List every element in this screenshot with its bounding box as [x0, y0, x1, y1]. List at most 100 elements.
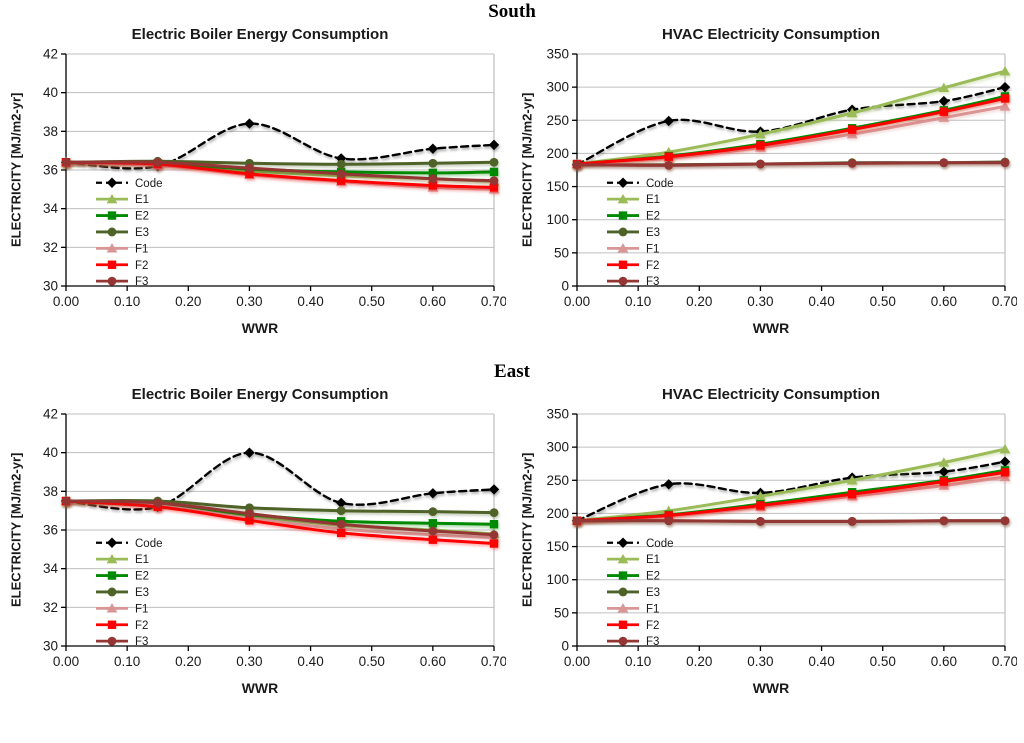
y-tick-label: 0 [561, 279, 569, 294]
chart-title: Electric Boiler Energy Consumption [131, 26, 389, 43]
legend-item-F3: F3 [96, 636, 148, 648]
x-tick-label: 0.00 [53, 294, 79, 309]
x-tick-label: 0.10 [114, 294, 140, 309]
chart-east-hvac: HVAC Electricity Consumption ELECTRICITY… [517, 384, 1018, 720]
y-tick-label: 200 [546, 506, 569, 521]
legend-item-E3: E3 [96, 227, 149, 239]
chart-title: HVAC Electricity Consumption [661, 26, 881, 43]
y-tick-label: 0 [561, 639, 569, 654]
legend: Code E1 E2 E3 F1 F2 F3 [96, 537, 163, 648]
x-tick-label: 0.60 [420, 294, 446, 309]
legend-label: F2 [646, 260, 659, 272]
y-axis-ticks: 30 32 34 36 38 40 42 [43, 47, 66, 294]
legend-label: E1 [135, 194, 149, 206]
plot-area: 0 50 100 150 200 250 300 350 0.00 0.10 0.20 0.30 0.4… [546, 47, 1017, 310]
x-tick-label: 0.10 [114, 654, 140, 669]
y-tick-label: 42 [43, 47, 58, 62]
x-axis-ticks: 0.00 0.10 0.20 0.30 0.40 0.50 0.60 0.70 [53, 286, 506, 309]
x-tick-label: 0.20 [175, 294, 201, 309]
y-tick-label: 34 [43, 201, 59, 216]
series-F3 [61, 496, 499, 540]
x-tick-label: 0.00 [53, 654, 79, 669]
section-title-east: East [494, 361, 530, 382]
chart-south-electric-boiler: Electric Boiler Energy Consumption ELECT… [6, 24, 507, 360]
y-tick-label: 32 [43, 600, 58, 615]
x-tick-label: 0.60 [420, 654, 446, 669]
x-tick-label: 0.20 [686, 294, 712, 309]
x-tick-label: 0.20 [686, 654, 712, 669]
legend: Code E1 E2 E3 F1 F2 F3 [607, 177, 674, 288]
y-tick-label: 30 [43, 279, 58, 294]
legend-item-E1: E1 [607, 193, 660, 206]
legend-item-F1: F1 [96, 243, 148, 255]
x-tick-label: 0.50 [359, 294, 385, 309]
legend-item-F1: F1 [96, 603, 148, 615]
legend-item-F3: F3 [607, 636, 659, 648]
y-tick-label: 150 [546, 179, 569, 194]
x-axis-title: WWR [241, 320, 279, 336]
y-tick-label: 350 [546, 47, 569, 62]
legend-item-E1: E1 [96, 553, 149, 566]
legend-item-Code: Code [96, 537, 163, 550]
chart-south-hvac: HVAC Electricity Consumption ELECTRICITY… [517, 24, 1018, 360]
x-tick-label: 0.70 [992, 294, 1017, 309]
legend-item-E2: E2 [96, 571, 149, 583]
legend-item-E2: E2 [96, 211, 149, 223]
chart-east-electric-boiler: Electric Boiler Energy Consumption ELECT… [6, 384, 507, 720]
gridlines [66, 413, 494, 647]
legend-label: F1 [646, 243, 659, 255]
x-tick-label: 0.40 [297, 294, 323, 309]
x-tick-label: 0.40 [808, 654, 834, 669]
legend-label: E2 [135, 211, 149, 223]
x-tick-label: 0.00 [564, 294, 590, 309]
y-tick-label: 30 [43, 639, 58, 654]
x-tick-label: 0.50 [870, 294, 896, 309]
legend-label: Code [646, 178, 674, 190]
legend-item-E3: E3 [607, 587, 660, 599]
legend-item-E1: E1 [607, 553, 660, 566]
legend-label: F2 [646, 620, 659, 632]
x-axis-ticks: 0.00 0.10 0.20 0.30 0.40 0.50 0.60 0.70 [564, 286, 1017, 309]
y-tick-label: 100 [546, 572, 569, 587]
x-tick-label: 0.00 [564, 654, 590, 669]
legend-label: F2 [135, 620, 148, 632]
legend: Code E1 E2 E3 F1 F2 F3 [607, 537, 674, 648]
series-F3 [572, 516, 1010, 526]
y-axis-ticks: 0 50 100 150 200 250 300 350 [546, 47, 577, 294]
x-tick-label: 0.30 [747, 294, 773, 309]
legend-label: F1 [646, 603, 659, 615]
legend-item-Code: Code [607, 177, 674, 190]
charts-row-south: Electric Boiler Energy Consumption ELECT… [0, 24, 1024, 360]
charts-row-east: Electric Boiler Energy Consumption ELECT… [0, 384, 1024, 720]
x-tick-label: 0.30 [747, 654, 773, 669]
section-title-south: South [488, 1, 536, 22]
x-axis-ticks: 0.00 0.10 0.20 0.30 0.40 0.50 0.60 0.70 [564, 646, 1017, 669]
legend-item-F3: F3 [607, 276, 659, 288]
legend-label: E3 [646, 587, 660, 599]
y-tick-label: 250 [546, 113, 569, 128]
x-tick-label: 0.50 [359, 654, 385, 669]
legend-label: Code [135, 178, 163, 190]
x-tick-label: 0.30 [236, 654, 262, 669]
axes [576, 414, 1005, 647]
legend-item-F1: F1 [607, 603, 659, 615]
legend-label: E2 [646, 571, 660, 583]
gridlines [577, 413, 1005, 647]
legend-item-E1: E1 [96, 193, 149, 206]
x-axis-title: WWR [752, 680, 790, 696]
series-E3 [61, 496, 499, 517]
x-tick-label: 0.60 [931, 654, 957, 669]
y-tick-label: 350 [546, 407, 569, 422]
chart-title: HVAC Electricity Consumption [661, 386, 881, 403]
legend-item-E2: E2 [607, 211, 660, 223]
y-tick-label: 300 [546, 440, 569, 455]
x-tick-label: 0.40 [297, 654, 323, 669]
y-tick-label: 40 [43, 85, 58, 100]
chart-title: Electric Boiler Energy Consumption [131, 386, 389, 403]
legend: Code E1 E2 E3 F1 F2 F3 [96, 177, 163, 288]
x-tick-label: 0.40 [808, 294, 834, 309]
legend-label: F3 [135, 636, 148, 648]
legend-item-F2: F2 [607, 260, 659, 272]
